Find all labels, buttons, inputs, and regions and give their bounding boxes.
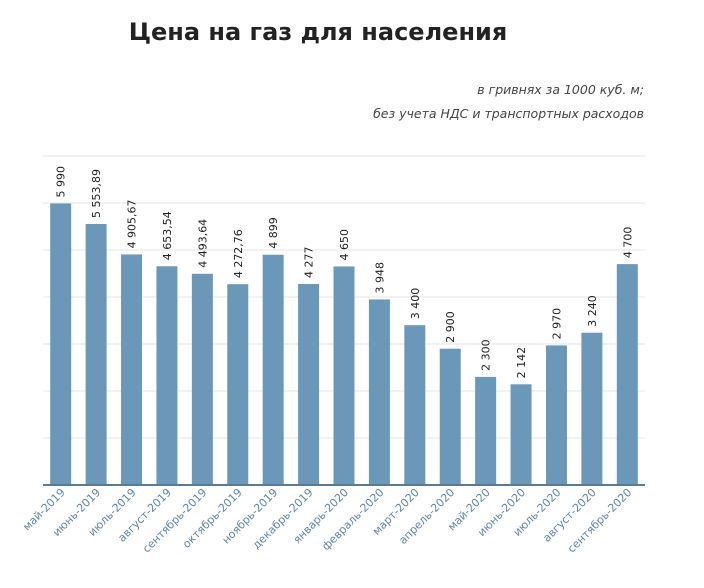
bar-value-label: 3 948 [373, 262, 386, 294]
bar-value-label: 4 493,64 [196, 219, 209, 268]
bar [333, 266, 355, 485]
bar [404, 325, 426, 485]
bar [121, 254, 143, 485]
bar-value-label: 4 272,76 [232, 229, 245, 278]
chart-subtitle-note: без учета НДС и транспортных расходов [373, 106, 644, 121]
bar-value-label: 2 900 [444, 311, 457, 343]
bar-value-label: 2 970 [550, 308, 563, 340]
bar-value-label: 4 277 [303, 246, 316, 278]
bar [262, 254, 284, 485]
bar [298, 283, 320, 485]
bar [439, 348, 461, 485]
bar-value-label: 5 553,89 [90, 169, 103, 218]
bar-value-label: 4 700 [621, 227, 634, 259]
bar-value-label: 3 240 [586, 295, 599, 327]
bar [227, 284, 249, 485]
bar [616, 264, 638, 485]
bar [368, 299, 390, 485]
bar-value-label: 3 400 [409, 288, 422, 320]
bar-value-label: 4 653,54 [161, 211, 174, 260]
bar [50, 203, 72, 485]
bar [581, 332, 603, 485]
bar [85, 223, 107, 485]
bar-value-label: 2 142 [515, 347, 528, 379]
bar [191, 273, 213, 485]
bar [545, 345, 567, 485]
bar-value-label: 4 899 [267, 217, 280, 249]
x-tick-label: февраль-2020 [319, 486, 386, 553]
bar [156, 266, 178, 485]
bar [475, 376, 497, 485]
x-tick-label: декабрь-2019 [250, 486, 316, 552]
chart-title: Цена на газ для населения [128, 18, 508, 46]
bar-value-label: 4 905,67 [126, 199, 139, 248]
bar-value-label: 2 300 [480, 339, 493, 371]
chart-subtitle-units: в гривнях за 1000 куб. м; [477, 82, 644, 97]
bar-value-label: 4 650 [338, 229, 351, 261]
bar-value-label: 5 990 [55, 166, 68, 198]
x-tick-label: сентябрь-2020 [565, 486, 634, 555]
bar [510, 384, 532, 485]
x-tick-label: сентябрь-2019 [140, 486, 209, 555]
